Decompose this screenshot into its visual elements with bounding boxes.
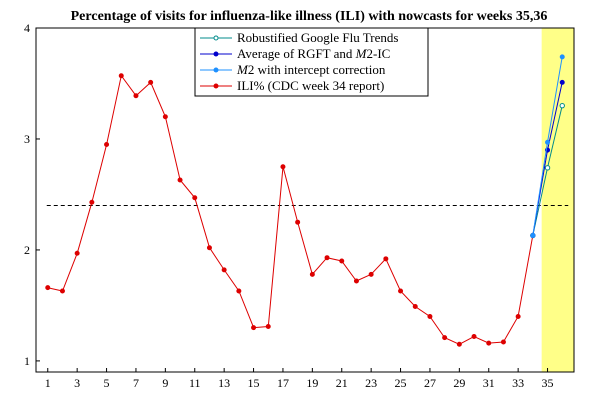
legend-label-part: 2-IC <box>367 46 391 61</box>
y-tick-label: 1 <box>24 354 30 368</box>
series-2 <box>530 54 565 239</box>
data-point <box>251 325 257 331</box>
legend-label-part: M <box>355 46 368 61</box>
chart-title: Percentage of visits for influenza-like … <box>71 9 548 24</box>
x-tick-label: 23 <box>365 376 377 390</box>
data-point <box>471 333 477 339</box>
x-tick-label: 35 <box>542 376 554 390</box>
data-point <box>74 250 80 256</box>
legend-label: Robustified Google Flu Trends <box>237 30 398 45</box>
y-tick-label: 3 <box>24 132 30 146</box>
data-point <box>427 314 433 320</box>
x-tick-label: 27 <box>424 376 436 390</box>
data-point <box>530 233 536 239</box>
data-point <box>368 271 374 277</box>
data-point <box>309 271 315 277</box>
x-tick-label: 25 <box>395 376 407 390</box>
data-point <box>383 256 389 262</box>
data-point <box>559 54 565 60</box>
x-tick-label: 7 <box>133 376 139 390</box>
x-tick-label: 1 <box>45 376 51 390</box>
data-point <box>559 79 565 85</box>
x-tick-label: 5 <box>104 376 110 390</box>
data-point <box>133 93 139 99</box>
data-point <box>324 255 330 261</box>
data-point <box>295 219 301 225</box>
legend-entry: Average of RGFT and M2-IC <box>200 46 390 61</box>
data-point <box>544 165 551 171</box>
x-tick-label: 33 <box>512 376 524 390</box>
data-point <box>192 195 198 201</box>
x-tick-label: 21 <box>336 376 348 390</box>
legend-label: ILI% (CDC week 34 report) <box>237 78 384 93</box>
data-point <box>280 164 286 170</box>
legend-label: M2 with intercept correction <box>236 62 386 77</box>
data-point <box>177 177 183 183</box>
legend-label: Average of RGFT and M2-IC <box>237 46 390 61</box>
data-point <box>206 245 212 251</box>
legend-label-part: Average of RGFT and <box>237 46 356 61</box>
data-point <box>398 288 404 294</box>
data-point <box>486 340 492 346</box>
x-tick-label: 9 <box>162 376 168 390</box>
data-point <box>545 139 551 145</box>
highlight-band <box>541 28 574 372</box>
data-point <box>59 288 65 294</box>
data-point <box>515 314 521 320</box>
legend-swatch-marker <box>213 35 219 41</box>
x-tick-label: 3 <box>74 376 80 390</box>
data-point <box>236 288 242 294</box>
highlight-band-layer <box>541 28 574 372</box>
legend-swatch-marker <box>213 51 219 57</box>
legend-label-part: M <box>236 62 249 77</box>
x-tick-label: 11 <box>189 376 201 390</box>
legend-swatch-marker <box>213 67 219 73</box>
x-tick-label: 19 <box>306 376 318 390</box>
data-point <box>339 258 345 264</box>
data-point <box>412 304 418 310</box>
data-point <box>353 278 359 284</box>
series-line <box>47 74 534 345</box>
data-point <box>162 114 168 120</box>
x-tick-label: 15 <box>248 376 260 390</box>
data-point <box>148 79 154 85</box>
legend-entry: ILI% (CDC week 34 report) <box>200 78 384 93</box>
data-point <box>442 335 448 341</box>
data-point <box>104 142 110 148</box>
series-3 <box>45 73 536 347</box>
data-point <box>265 324 271 330</box>
y-tick-label: 4 <box>24 21 30 35</box>
data-point <box>118 73 124 79</box>
legend-box <box>194 27 429 97</box>
data-point <box>45 285 51 291</box>
legend-swatch-marker <box>213 83 219 89</box>
data-point <box>500 339 506 345</box>
x-tick-label: 29 <box>453 376 465 390</box>
y-tick-label: 2 <box>24 243 30 257</box>
x-tick-label: 31 <box>483 376 495 390</box>
legend-entry: M2 with intercept correction <box>200 62 386 77</box>
data-point <box>559 102 565 109</box>
series-layer <box>45 54 565 347</box>
data-point <box>89 199 95 205</box>
legend-label-part: 2 with intercept correction <box>248 62 386 77</box>
data-point <box>456 341 462 347</box>
data-point <box>221 267 227 273</box>
legend-entry: Robustified Google Flu Trends <box>200 30 398 45</box>
x-tick-label: 17 <box>277 376 289 390</box>
x-tick-label: 13 <box>218 376 230 390</box>
